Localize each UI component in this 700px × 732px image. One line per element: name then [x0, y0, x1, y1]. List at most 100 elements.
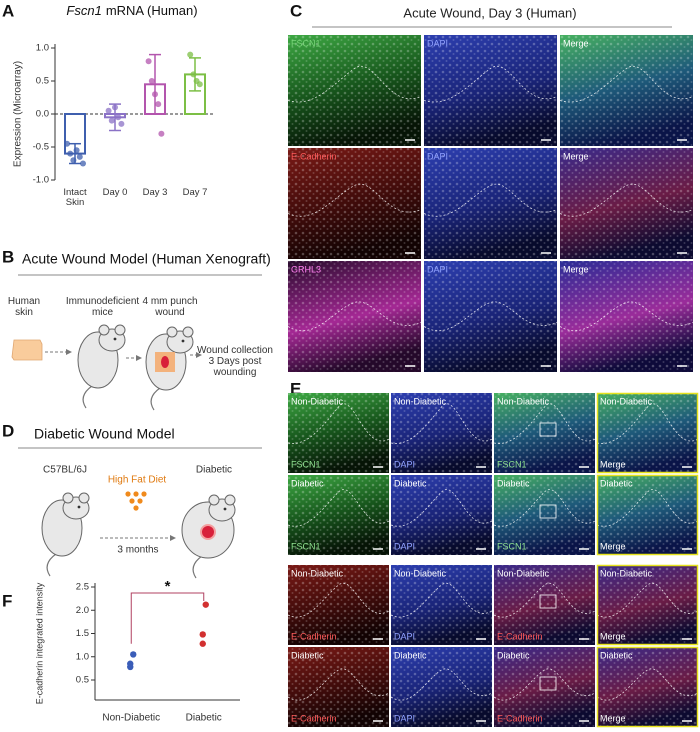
panel-letter: E — [290, 379, 301, 398]
diabetic-wound — [200, 524, 216, 540]
stain-label: Merge — [600, 541, 626, 551]
diet-pellet — [125, 491, 131, 497]
tissue-boundary — [390, 403, 493, 444]
data-point — [202, 601, 209, 608]
micrograph-texture — [391, 647, 492, 727]
mouse-ear — [224, 494, 236, 506]
diet-label: High Fat Diet — [108, 475, 167, 486]
step-label: Immunodeficient mice — [65, 296, 140, 318]
tissue-boundary — [287, 183, 422, 217]
data-point — [118, 120, 125, 127]
stain-label: Merge — [600, 631, 626, 641]
stain-label: FSCN1 — [291, 459, 321, 469]
diet-pellet — [141, 491, 147, 497]
title-text: mRNA (Human) — [106, 3, 198, 18]
diet-pellet — [137, 498, 143, 504]
stain-label: DAPI — [394, 631, 415, 641]
data-point — [115, 114, 122, 121]
micrograph-texture — [288, 393, 389, 473]
data-point — [108, 117, 115, 124]
x-tick-label: Day 7 — [182, 187, 208, 198]
zoom-frame — [596, 564, 699, 646]
y-tick-label: 1.0 — [76, 651, 89, 662]
mouse-tail — [46, 553, 57, 577]
tissue-boundary — [287, 403, 390, 444]
panel-letter: A — [2, 1, 14, 20]
y-tick-label: 0.5 — [36, 76, 49, 87]
panel-letter: F — [2, 591, 12, 610]
zoom-box — [539, 594, 557, 609]
mouse-ear — [62, 492, 74, 504]
micrograph-texture — [288, 35, 421, 146]
mouse-eye — [181, 339, 185, 343]
stain-label: Merge — [563, 151, 589, 161]
stain-label: E-Cadherin — [291, 713, 337, 723]
condition-label: Diabetic — [600, 478, 633, 488]
tissue-boundary — [596, 403, 699, 444]
zoom-box — [539, 504, 557, 519]
skin-sample — [11, 339, 43, 361]
arrow-head — [170, 535, 176, 541]
y-tick-label: -0.5 — [33, 142, 49, 153]
stain-label: DAPI — [394, 459, 415, 469]
arrow-head — [196, 352, 202, 358]
condition-label: Diabetic — [600, 650, 633, 660]
condition-label: Non-Diabetic — [291, 396, 344, 406]
tissue-boundary — [423, 65, 558, 103]
zoom-frame — [596, 646, 699, 728]
micrograph-texture — [494, 475, 595, 555]
condition-label: Non-Diabetic — [394, 568, 447, 578]
data-point — [158, 130, 165, 137]
y-axis-label: E-cadherin integrated intensity — [34, 582, 44, 704]
mouse-ear — [78, 492, 90, 504]
stain-label: DAPI — [427, 38, 448, 48]
step-label: Wound collection 3 Days post wounding — [197, 345, 273, 378]
arrow-head — [66, 349, 72, 355]
mouse-ear — [114, 324, 126, 336]
step-label: 4 mm punch wound — [142, 296, 198, 318]
zoom-frame — [596, 474, 699, 556]
condition-label: Non-Diabetic — [497, 568, 550, 578]
stain-label: E-Cadherin — [291, 151, 337, 161]
data-point — [80, 160, 86, 167]
y-tick-label: 1.5 — [76, 628, 89, 639]
micrograph-texture — [560, 261, 693, 372]
data-point — [187, 51, 194, 58]
panel-letter: C — [290, 1, 302, 20]
mouse-tail — [150, 387, 161, 411]
data-point — [152, 91, 158, 98]
micrograph-texture — [391, 475, 492, 555]
stain-label: GRHL3 — [291, 264, 321, 274]
mouse-ear — [182, 326, 194, 338]
micrograph-texture — [288, 565, 389, 645]
micrograph-texture — [560, 148, 693, 259]
tissue-boundary — [493, 403, 596, 444]
stain-label: E-Cadherin — [497, 713, 543, 723]
tissue-boundary — [559, 65, 694, 103]
micrograph-texture — [424, 261, 557, 372]
wound — [161, 356, 169, 368]
micrograph-texture — [597, 393, 698, 473]
stain-label: FSCN1 — [497, 541, 527, 551]
mouse-tail — [192, 555, 203, 579]
data-point — [130, 651, 137, 658]
stain-label: E-Cadherin — [497, 631, 543, 641]
diet-pellet — [133, 491, 139, 497]
data-point — [196, 81, 203, 88]
stain-label: DAPI — [394, 713, 415, 723]
strain-label: C57BL/6J — [43, 465, 87, 476]
y-axis-label: Expression (Microarray) — [13, 61, 24, 167]
data-point — [67, 150, 74, 157]
zoom-frame — [596, 392, 699, 474]
panel-letter: D — [2, 421, 14, 440]
zoom-box — [539, 676, 557, 691]
micrograph-texture — [597, 647, 698, 727]
data-point — [155, 101, 162, 108]
stain-label: Merge — [600, 459, 626, 469]
stain-label: Merge — [563, 38, 589, 48]
tissue-boundary — [423, 183, 558, 217]
y-tick-label: 2.0 — [76, 605, 89, 616]
micrograph-texture — [288, 475, 389, 555]
